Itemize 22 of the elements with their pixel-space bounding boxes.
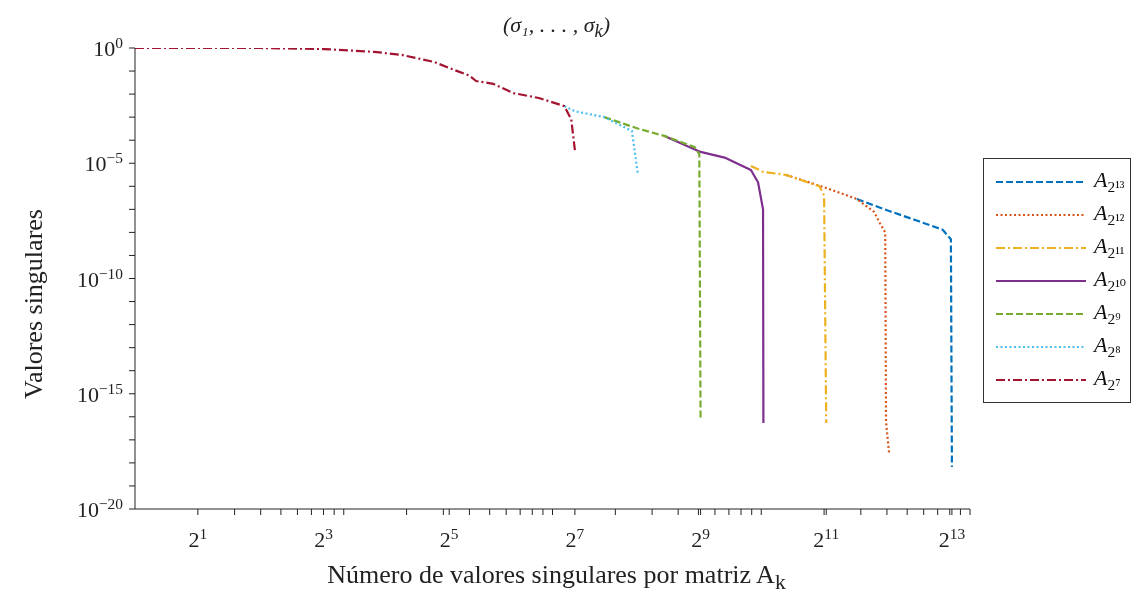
y-tick-label: 10$^{−15}$ (76, 379, 124, 407)
legend-label: A$_{2¹¹}$ (1094, 232, 1125, 263)
x-tick-label: 2$^{7}$ (565, 524, 585, 552)
y-axis-title: Valores singulares (19, 209, 49, 399)
x-tick-label: 2$^{9}$ (691, 524, 711, 552)
x-tick-label: 2$^{5}$ (439, 524, 459, 552)
x-axis-title: Número de valores singulares por matriz A$_{k}$ (326, 560, 787, 592)
legend-label: A$_{2¹⁰}$ (1094, 265, 1126, 296)
y-tick-label: 10$^{−10}$ (76, 264, 124, 292)
legend-label: A$_{2⁸}$ (1094, 331, 1121, 362)
y-tick-label: 10$^{−5}$ (84, 149, 124, 177)
x-tick-label: 2$^{1}$ (188, 524, 208, 552)
legend-label: A$_{2⁷}$ (1094, 364, 1121, 395)
legend-label: A$_{2¹²}$ (1094, 199, 1125, 230)
chart-title: (σ₁, . . . , σ$_{k}$) (501, 12, 612, 43)
x-tick-label: 2$^{13}$ (938, 524, 966, 552)
legend-label: A$_{2⁹}$ (1094, 298, 1121, 329)
y-tick-label: 10$^{0}$ (93, 33, 124, 61)
x-tick-label: 2$^{3}$ (314, 524, 334, 552)
y-tick-label: 10$^{−20}$ (76, 494, 124, 522)
x-tick-label: 2$^{11}$ (813, 524, 840, 552)
legend-label: A$_{2¹³}$ (1094, 166, 1125, 197)
